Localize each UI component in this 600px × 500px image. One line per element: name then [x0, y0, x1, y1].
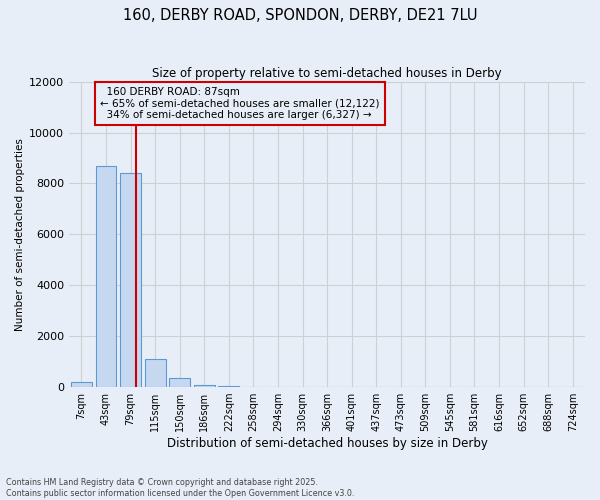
Bar	[95, 166, 116, 387]
Text: 160 DERBY ROAD: 87sqm
← 65% of semi-detached houses are smaller (12,122)
  34% o: 160 DERBY ROAD: 87sqm ← 65% of semi-deta…	[100, 87, 379, 120]
Bar	[218, 386, 239, 387]
Bar	[71, 382, 92, 387]
X-axis label: Distribution of semi-detached houses by size in Derby: Distribution of semi-detached houses by …	[167, 437, 488, 450]
Text: Contains HM Land Registry data © Crown copyright and database right 2025.
Contai: Contains HM Land Registry data © Crown c…	[6, 478, 355, 498]
Text: 160, DERBY ROAD, SPONDON, DERBY, DE21 7LU: 160, DERBY ROAD, SPONDON, DERBY, DE21 7L…	[123, 8, 477, 22]
Title: Size of property relative to semi-detached houses in Derby: Size of property relative to semi-detach…	[152, 68, 502, 80]
Bar	[169, 378, 190, 387]
Bar	[194, 385, 215, 387]
Bar	[145, 359, 166, 387]
Y-axis label: Number of semi-detached properties: Number of semi-detached properties	[15, 138, 25, 331]
Bar	[120, 174, 141, 387]
